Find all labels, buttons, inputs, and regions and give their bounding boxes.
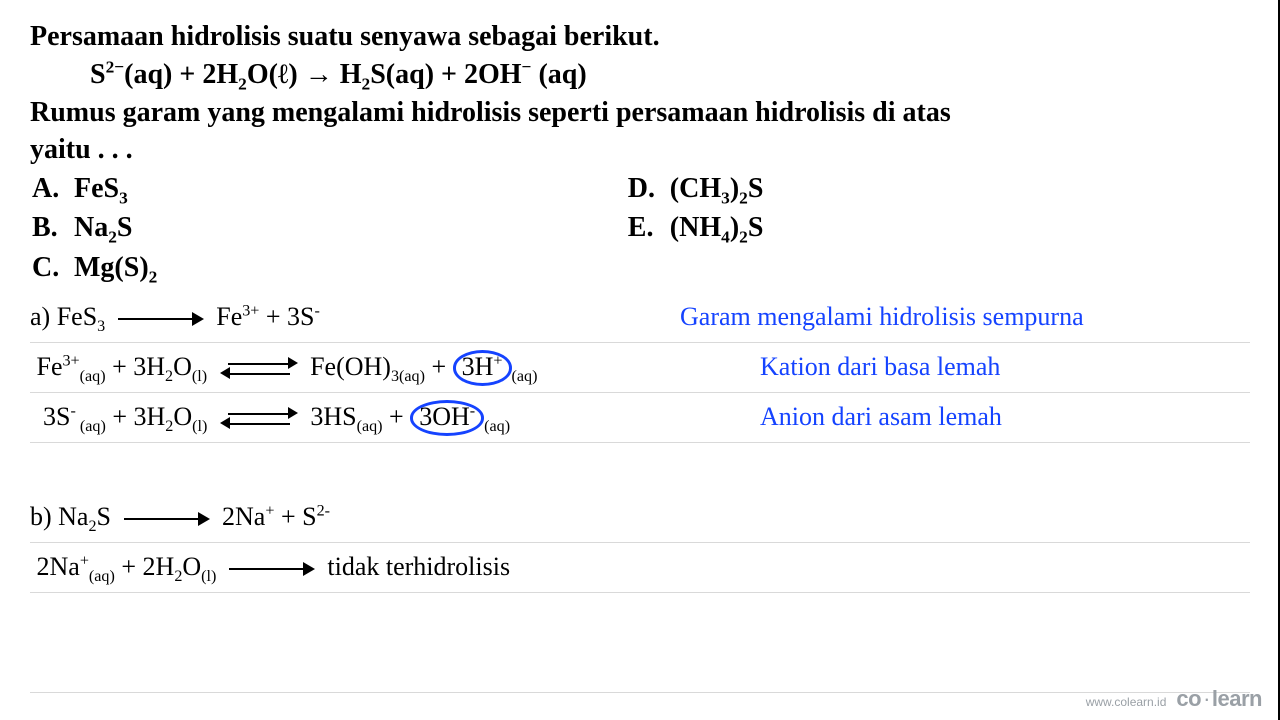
option-b: B.Na2S [32,208,628,247]
empty-rule [30,643,1250,693]
question-line1: Persamaan hidrolisis suatu senyawa sebag… [30,18,1250,56]
work-a-line2: Fe3+(aq) + 3H2O(l) Fe(OH)3(aq) + 3H+(aq)… [30,343,1250,393]
footer-url: www.colearn.id [1086,695,1167,709]
equilibrium-arrow-icon [220,406,298,432]
options: A.FeS3 B.Na2S C.Mg(S)2 D.(CH3)2S E.(NH4)… [30,169,1250,287]
option-a: A.FeS3 [32,169,628,208]
equilibrium-arrow-icon [220,356,298,382]
question-block: Persamaan hidrolisis suatu senyawa sebag… [30,18,1250,287]
worked-solution: a) FeS3 Fe3+ + 3S- Garam mengalami hidro… [30,293,1250,693]
right-arrow-icon [118,310,204,328]
right-arrow-icon [124,510,210,528]
option-e: E.(NH4)2S [628,208,1226,247]
work-a-line1: a) FeS3 Fe3+ + 3S- Garam mengalami hidro… [30,293,1250,343]
circled-3h-plus: 3H+ [453,350,512,385]
brand-logo: co·learn [1176,686,1262,712]
question-line3: Rumus garam yang mengalami hidrolisis se… [30,94,1250,132]
spacer [30,593,1250,643]
option-c: C.Mg(S)2 [32,248,628,287]
work-b-line1: b) Na2S 2Na+ + S2- [30,493,1250,543]
work-a-line3: 3S- (aq) + 3H2O(l) 3HS(aq) + 3OH-(aq) An… [30,393,1250,443]
work-b-line2: 2Na+(aq) + 2H2O(l) tidak terhidrolisis [30,543,1250,593]
circled-3oh-minus: 3OH- [410,400,484,435]
footer: www.colearn.id co·learn [1086,686,1262,712]
spacer [30,443,1250,493]
question-line4: yaitu . . . [30,131,1250,169]
annotation-2: Kation dari basa lemah [760,348,1000,386]
annotation-1: Garam mengalami hidrolisis sempurna [680,298,1084,336]
option-d: D.(CH3)2S [628,169,1226,208]
given-equation: S2−(aq) + 2H2O(ℓ) → H2S(aq) + 2OH− (aq) [30,56,1250,94]
annotation-3: Anion dari asam lemah [760,398,1002,436]
right-arrow-icon [229,560,315,578]
